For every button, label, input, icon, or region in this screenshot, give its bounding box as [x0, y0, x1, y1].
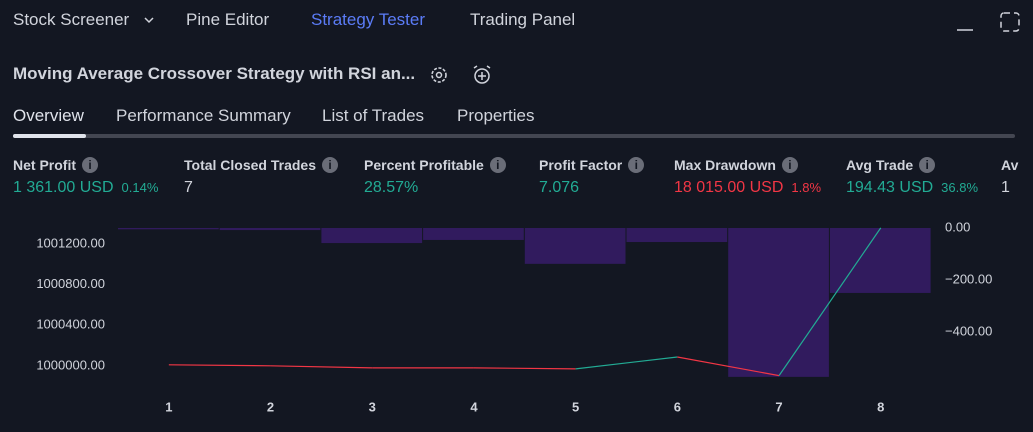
equity-segment — [778, 227, 882, 376]
tab[interactable]: Trading Panel — [470, 10, 576, 29]
metric-label: Net Profit i — [13, 157, 98, 173]
drawdown-bar — [423, 228, 524, 240]
equity-segment — [473, 367, 576, 370]
x-tick-label: 6 — [674, 399, 681, 414]
title-icons[interactable] — [428, 64, 498, 86]
x-tick-label: 3 — [369, 399, 376, 414]
drawdown-bar — [219, 228, 321, 231]
equity-segment — [270, 365, 373, 369]
metric-value-text: 7.076 — [539, 179, 580, 196]
metric-percent: 1.8% — [791, 180, 822, 195]
drawdown-bar — [626, 228, 728, 243]
x-tick-label: 1 — [165, 399, 172, 414]
metric-value: 18 015.00 USD 1.8% — [674, 179, 821, 197]
equity-segment — [168, 364, 271, 367]
strategy-title: Moving Average Crossover Strategy with R… — [13, 64, 416, 83]
drawdown-bar — [728, 228, 829, 377]
metric-value: 194.43 USD 36.8% — [846, 179, 978, 197]
sub-tab[interactable]: List of Trades — [322, 106, 425, 125]
metric-value: 1 361.00 USD 0.14% — [13, 179, 158, 197]
metric-value-text: 1 — [1001, 179, 1010, 196]
sub-tab[interactable]: Performance Summary — [116, 106, 291, 125]
metric-label: Max Drawdown i — [674, 157, 798, 173]
sub-tab[interactable]: Overview — [13, 106, 84, 125]
drawdown-bar — [524, 228, 626, 264]
info-icon[interactable]: i — [628, 157, 645, 173]
tab[interactable]: Strategy Tester — [311, 10, 426, 29]
tab-track — [13, 134, 1015, 138]
info-icon[interactable]: i — [322, 157, 338, 173]
info-icon[interactable]: i — [82, 157, 98, 173]
metric-value-text: 1 361.00 USD — [13, 179, 114, 196]
metric-label-text: Avg Trade — [846, 157, 914, 173]
y2-tick-label: 0.00 — [945, 219, 970, 234]
x-tick-label: 2 — [267, 399, 274, 414]
x-tick-label: 4 — [470, 399, 478, 414]
tab-indicator — [13, 134, 86, 138]
x-tick-label: 8 — [877, 399, 884, 414]
y-tick-label: 1001200.00 — [36, 236, 105, 251]
metric-value-text: 18 015.00 USD — [674, 179, 784, 196]
metric-value: 28.57% — [364, 179, 418, 197]
y2-tick-label: −400.00 — [945, 323, 992, 338]
drawdown-bar — [829, 228, 931, 293]
metric-label-text: Percent Profitable — [364, 157, 484, 173]
metric-percent: 0.14% — [121, 180, 159, 195]
metric-label-text: Max Drawdown — [674, 157, 776, 173]
equity-segment — [575, 356, 678, 370]
metric-percent: 36.8% — [941, 180, 979, 195]
y-tick-label: 1000800.00 — [36, 276, 105, 291]
y-tick-label: 1000000.00 — [36, 357, 105, 372]
info-icon[interactable]: i — [781, 157, 798, 173]
metric-label: Percent Profitable i — [364, 157, 506, 173]
drawdown-bar — [118, 228, 219, 230]
metric-value-text: 194.43 USD — [846, 179, 934, 196]
metric-label: Profit Factor i — [539, 157, 645, 173]
metric-value: 7.076 — [539, 179, 579, 197]
tab[interactable]: Pine Editor — [186, 10, 270, 29]
metric-label: Total Closed Trades i — [184, 157, 338, 173]
metric-value: 7 — [184, 179, 193, 197]
equity-segment — [677, 356, 780, 377]
metric-label-text: Av — [1001, 157, 1019, 173]
metric-value-text: 28.57% — [364, 179, 419, 196]
metric-label-text: Profit Factor — [539, 157, 623, 173]
metric-label-text: Total Closed Trades — [184, 157, 316, 173]
info-icon[interactable]: i — [489, 157, 506, 173]
metric-label: Avg Trade i — [846, 157, 936, 173]
x-tick-label: 7 — [775, 399, 782, 414]
metric-label-text: Net Profit — [13, 157, 76, 173]
drawdown-bar — [321, 228, 423, 244]
info-icon[interactable]: i — [919, 157, 936, 173]
tab[interactable]: Stock Screener — [13, 10, 130, 29]
y2-tick-label: −200.00 — [945, 271, 992, 286]
metric-value: 1 — [1001, 179, 1010, 197]
y-tick-label: 1000400.00 — [36, 317, 105, 332]
metric-value-text: 7 — [184, 179, 193, 196]
sub-tab[interactable]: Properties — [457, 106, 535, 125]
chevron[interactable] — [143, 14, 155, 26]
window-controls[interactable] — [955, 10, 1025, 34]
metric-label: Av — [1001, 157, 1018, 173]
x-tick-label: 5 — [572, 399, 579, 414]
